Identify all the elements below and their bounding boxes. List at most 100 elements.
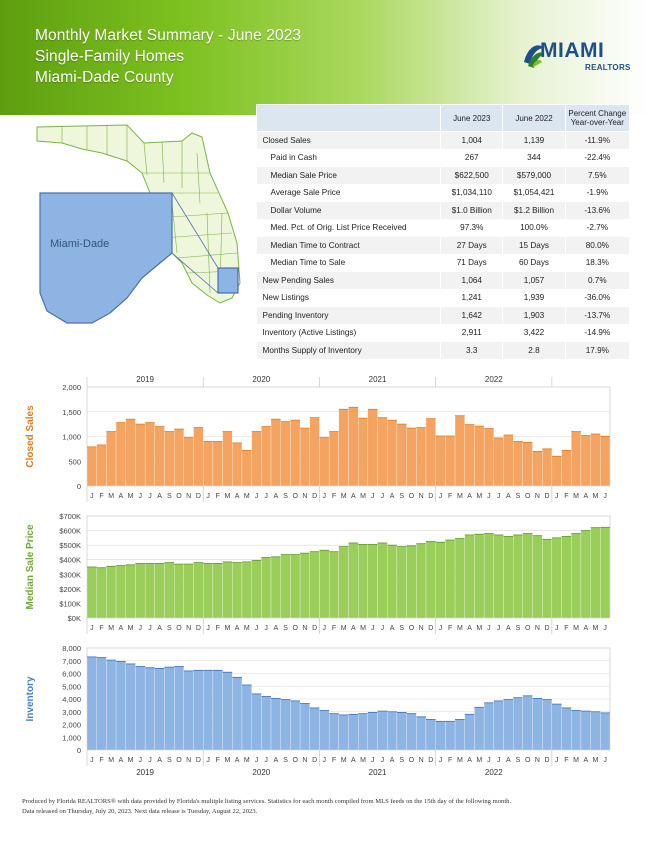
x-tick-label: N: [419, 493, 424, 500]
bar: [542, 539, 553, 619]
bar: [551, 537, 562, 619]
bar: [425, 418, 436, 487]
bar: [377, 710, 388, 751]
bar: [86, 656, 97, 751]
bar: [106, 566, 117, 619]
bar: [251, 560, 262, 619]
x-tick-label: M: [476, 493, 482, 500]
x-tick-label: D: [196, 757, 201, 764]
x-tick-label: A: [157, 493, 162, 500]
row-value-2023: 267: [440, 148, 504, 167]
bar: [590, 433, 601, 487]
y-tick-label: $200K: [59, 585, 81, 594]
x-tick-label: J: [497, 493, 501, 500]
x-tick-label: J: [148, 625, 152, 632]
logo-text: MIAMI: [540, 39, 605, 62]
x-tick-label: J: [603, 493, 607, 500]
bar: [203, 441, 214, 487]
bar: [115, 661, 126, 751]
x-tick-label: A: [583, 757, 588, 764]
table-row: Pending Inventory 1,642 1,903 -13.7%: [256, 306, 631, 325]
bar: [328, 713, 339, 751]
row-value-2022: 1,057: [502, 271, 566, 290]
bar: [367, 712, 378, 751]
bar: [222, 561, 233, 619]
x-tick-label: J: [264, 493, 268, 500]
bar: [290, 554, 301, 619]
row-pct-change: 7.5%: [565, 166, 631, 185]
x-tick-label: S: [516, 625, 521, 632]
year-label: 2019: [136, 375, 154, 384]
table-row: Paid in Cash 267 344 -22.4%: [256, 148, 631, 167]
bar: [328, 551, 339, 619]
x-tick-label: M: [593, 493, 599, 500]
bar: [164, 666, 175, 751]
x-tick-label: D: [312, 625, 317, 632]
x-tick-label: M: [244, 757, 250, 764]
bar: [416, 543, 427, 619]
row-label: Median Time to Contract: [256, 236, 442, 255]
row-pct-change: -2.7%: [565, 218, 631, 237]
bar: [348, 542, 359, 619]
row-value-2023: 97.3%: [440, 218, 504, 237]
y-tick-label: 0: [77, 746, 81, 755]
x-tick-label: O: [409, 493, 415, 500]
col-header-june-2023: June 2023: [440, 104, 504, 132]
bar: [203, 670, 214, 751]
x-tick-label: J: [90, 757, 94, 764]
year-label: 2020: [252, 768, 270, 777]
x-tick-label: N: [186, 625, 191, 632]
bar: [348, 407, 359, 487]
row-value-2023: 1,004: [440, 131, 504, 150]
bar: [532, 451, 543, 487]
x-tick-label: D: [196, 493, 201, 500]
x-tick-label: M: [225, 625, 231, 632]
bar: [135, 563, 146, 619]
bar: [503, 536, 514, 619]
x-tick-label: A: [274, 757, 279, 764]
bar: [512, 441, 523, 487]
row-value-2022: 344: [502, 148, 566, 167]
x-tick-label: S: [167, 757, 172, 764]
x-tick-label: S: [283, 493, 288, 500]
x-tick-label: S: [167, 493, 172, 500]
bar: [319, 710, 330, 751]
bar: [406, 427, 417, 487]
x-tick-label: D: [428, 493, 433, 500]
row-pct-change: 18.3%: [565, 253, 631, 272]
bar: [416, 716, 427, 751]
bar: [86, 446, 97, 487]
x-tick-label: F: [99, 757, 103, 764]
table-row: Average Sale Price $1,034,110 $1,054,421 -1…: [256, 183, 631, 202]
x-tick-label: A: [467, 625, 472, 632]
row-value-2022: 60 Days: [502, 253, 566, 272]
bar: [319, 437, 330, 487]
bar: [522, 442, 533, 487]
x-tick-label: F: [564, 493, 568, 500]
row-value-2023: 71 Days: [440, 253, 504, 272]
y-axis-title: Closed Sales: [25, 405, 36, 468]
bar: [367, 544, 378, 619]
x-tick-label: J: [255, 757, 259, 764]
bar: [561, 536, 572, 619]
x-tick-label: J: [497, 625, 501, 632]
bar: [144, 422, 155, 487]
row-label: Median Sale Price: [256, 166, 442, 185]
x-tick-label: O: [409, 757, 415, 764]
bar: [280, 699, 291, 751]
y-tick-label: $700K: [59, 512, 81, 521]
bar: [290, 420, 301, 487]
x-tick-label: N: [302, 757, 307, 764]
bar: [387, 544, 398, 619]
bar: [86, 566, 97, 619]
row-value-2022: 2.8: [502, 341, 566, 360]
x-tick-label: N: [186, 757, 191, 764]
x-tick-label: A: [390, 493, 395, 500]
row-value-2023: $622,500: [440, 166, 504, 185]
x-tick-label: J: [381, 625, 385, 632]
row-value-2022: 1,903: [502, 306, 566, 325]
bar: [261, 426, 272, 487]
bar: [174, 428, 185, 487]
bar: [280, 421, 291, 487]
